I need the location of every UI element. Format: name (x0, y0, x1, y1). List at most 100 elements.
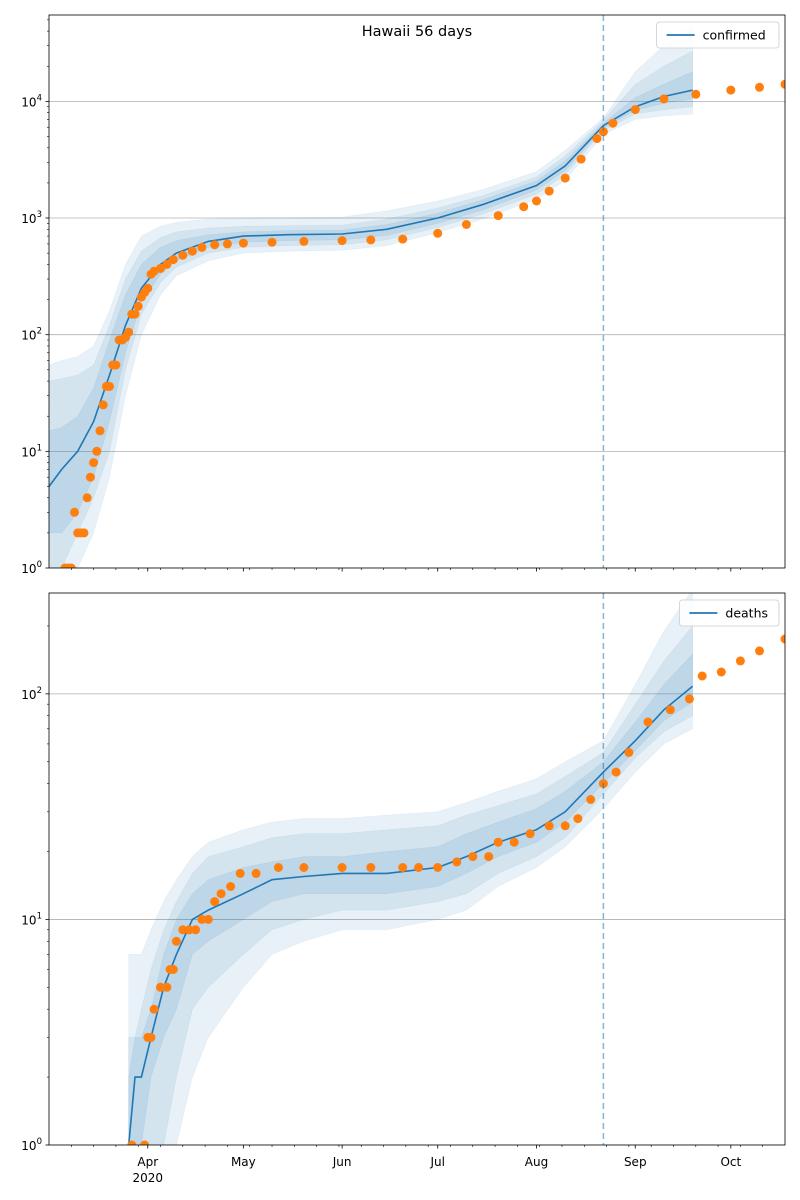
observed-point (197, 914, 207, 924)
uncertainty-band-2 (128, 625, 693, 1145)
observed-point (560, 173, 570, 183)
observed-point (592, 134, 602, 144)
observed-point (251, 868, 261, 878)
observed-point (586, 795, 596, 804)
observed-point (684, 694, 694, 704)
y-tick-label-exponent: 2 (37, 686, 42, 696)
observed-point (133, 301, 143, 311)
observed-point (82, 493, 92, 503)
observed-point (168, 255, 178, 265)
chart-title: Hawaii 56 days (362, 24, 473, 40)
y-tick-label-exponent: 0 (37, 560, 42, 570)
observed-point (197, 242, 207, 252)
observed-point (222, 239, 232, 249)
model-line-confirmed (49, 89, 693, 487)
y-tick-label: 104 (21, 93, 42, 109)
y-tick-label-base: 10 (21, 688, 36, 702)
axes-frame (48, 592, 786, 1146)
x-tick-label: Sep (624, 1155, 647, 1169)
legend-label: confirmed (703, 28, 766, 43)
observed-point (226, 882, 236, 891)
observed-point (162, 982, 172, 992)
observed-point (299, 236, 309, 246)
x-tick-label: May (231, 1155, 256, 1169)
observed-point (124, 327, 134, 337)
observed-point (544, 821, 554, 831)
observed-point (156, 982, 165, 992)
y-tick-label: 102 (21, 686, 42, 702)
observed-point (697, 671, 707, 681)
observed-point (187, 246, 197, 256)
observed-point (203, 914, 213, 924)
observed-point (216, 889, 226, 899)
observed-point (149, 1004, 159, 1014)
observed-point (611, 767, 621, 777)
observed-point (111, 360, 121, 370)
y-tick-label: 100 (21, 1137, 42, 1153)
observed-point (98, 400, 108, 410)
observed-point (89, 458, 99, 468)
x-tick-label: Apr (137, 1155, 158, 1169)
observed-point (105, 381, 114, 391)
y-tick-label-base: 10 (21, 329, 36, 343)
observed-point (398, 863, 408, 872)
observed-point (716, 667, 726, 677)
y-tick-label-base: 10 (21, 1139, 36, 1153)
observed-point (726, 85, 736, 95)
observed-point (433, 228, 443, 238)
observed-point (544, 186, 554, 196)
observed-point (755, 646, 764, 656)
uncertainty-band-1 (128, 593, 693, 1145)
observed-point (337, 863, 347, 872)
observed-point (484, 852, 494, 862)
y-tick-label: 101 (21, 443, 42, 459)
observed-point (337, 236, 347, 246)
observed-point (267, 237, 277, 247)
y-tick-label-exponent: 0 (37, 1137, 42, 1147)
observed-point (573, 814, 583, 824)
observed-point (509, 837, 519, 847)
observed-point (366, 863, 376, 872)
observed-point (576, 154, 586, 164)
observed-point (780, 634, 785, 644)
plot-area (49, 593, 785, 1145)
axes-frame (48, 14, 786, 569)
y-tick-label-base: 10 (21, 562, 36, 576)
observed-point (178, 925, 188, 935)
observed-point (755, 82, 764, 92)
y-tick-label: 103 (21, 210, 42, 226)
observed-point (210, 240, 220, 250)
observed-point (66, 563, 76, 568)
observed-point (140, 1140, 150, 1145)
y-tick-label: 101 (21, 911, 42, 927)
observed-point (608, 118, 618, 128)
observed-point (146, 1032, 156, 1042)
y-tick-label: 100 (21, 560, 42, 576)
observed-point (452, 857, 462, 867)
observed-point (493, 211, 503, 221)
observed-point (162, 259, 172, 269)
observed-point (643, 717, 653, 727)
y-tick-label-exponent: 2 (37, 327, 42, 337)
observed-point (630, 105, 640, 115)
observed-point (178, 250, 188, 260)
y-tick-label-exponent: 3 (37, 210, 42, 220)
observed-point (85, 472, 95, 482)
observed-point (468, 852, 478, 862)
legend-label: deaths (725, 606, 768, 621)
observed-point (143, 283, 153, 293)
observed-point (624, 747, 634, 757)
observed-point (95, 426, 105, 436)
observed-point (171, 936, 181, 946)
y-tick-label-exponent: 1 (37, 911, 42, 921)
observed-point (168, 965, 178, 974)
y-tick-label-exponent: 1 (37, 443, 42, 453)
observed-point (273, 863, 283, 872)
y-tick-label-base: 10 (21, 95, 36, 109)
observed-point (398, 234, 408, 244)
x-tick-label: Jun (332, 1155, 352, 1169)
observed-point (235, 868, 245, 878)
observed-point (525, 829, 535, 839)
